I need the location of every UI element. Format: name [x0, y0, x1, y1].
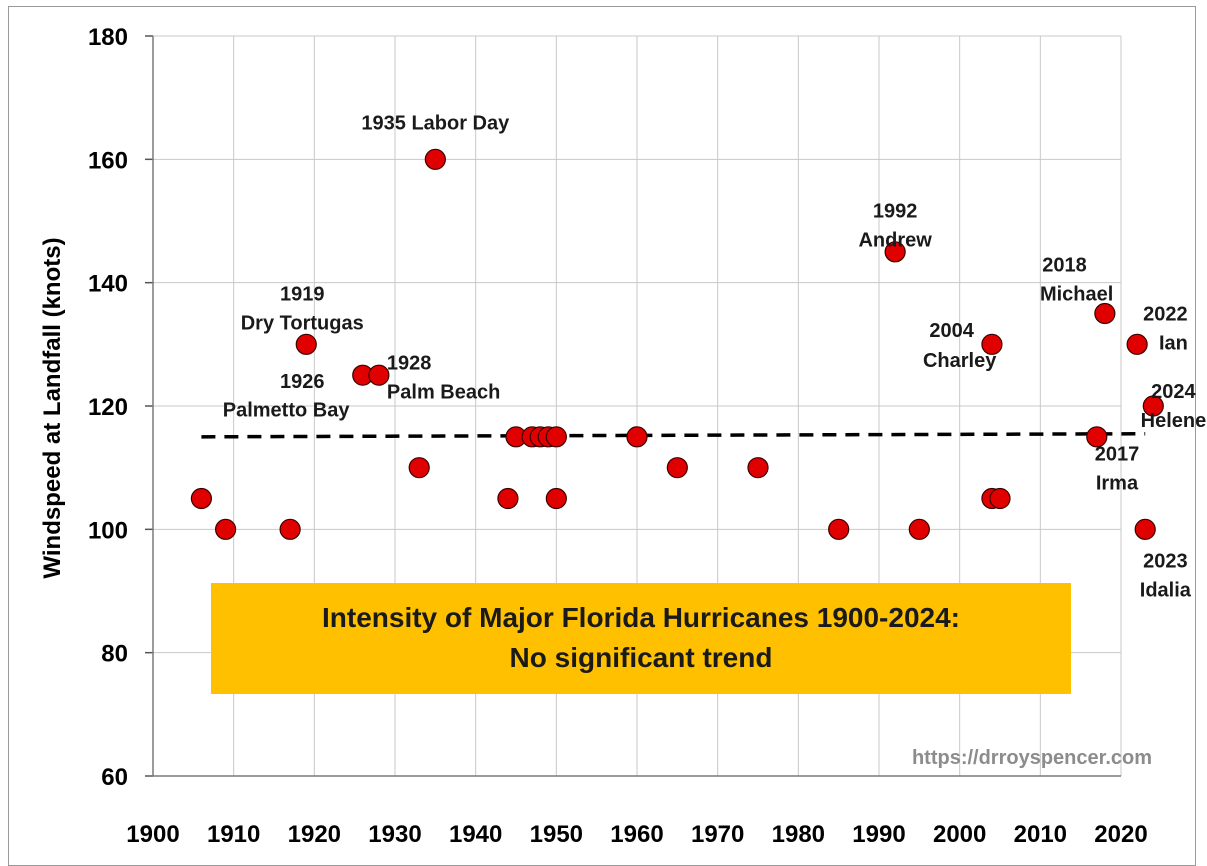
data-point: [1086, 426, 1108, 448]
watermark-url: https://drroyspencer.com: [912, 747, 1152, 769]
x-tick-label: 1910: [207, 821, 260, 848]
data-point: [908, 518, 930, 540]
point-annotation: 2023: [1143, 551, 1188, 573]
data-point: [989, 487, 1011, 510]
data-point: [545, 487, 567, 510]
trend-line: [201, 432, 1146, 439]
data-point: [1142, 395, 1164, 417]
x-tick-label: 1920: [288, 821, 341, 848]
data-point: [215, 518, 237, 540]
point-annotation: 2024: [1151, 381, 1196, 403]
annotations: 1935 Labor Day 1992 Andrew 1919 Dry Tortugas…: [223, 113, 1206, 602]
point-annotation: Palm Beach: [387, 382, 500, 404]
data-point: [666, 457, 688, 479]
data-point: [368, 364, 390, 386]
y-tick-label: 180: [88, 24, 128, 51]
x-tick-label: 1950: [530, 821, 583, 848]
x-tick-label: 2010: [1014, 821, 1067, 848]
x-tick-label: 2020: [1094, 821, 1147, 848]
point-annotation: 2022: [1143, 303, 1188, 325]
y-tick-label: 100: [88, 517, 128, 544]
point-annotation: Dry Tortugas: [241, 313, 364, 335]
data-point: [981, 333, 1003, 355]
point-annotation: Andrew: [858, 229, 932, 251]
data-point: [295, 333, 317, 355]
y-tick-label: 80: [101, 641, 128, 668]
y-tick-label: 120: [88, 394, 128, 421]
data-point: [1126, 333, 1148, 355]
point-annotation: 1992: [873, 200, 918, 222]
data-point: [1134, 518, 1156, 540]
point-annotation: Idalia: [1140, 580, 1192, 602]
point-annotation: Ian: [1159, 332, 1188, 354]
data-point: [828, 518, 850, 540]
point-annotation: Helene: [1141, 410, 1207, 432]
data-point: [884, 241, 906, 263]
chart-title-line: Intensity of Major Florida Hurricanes 19…: [322, 602, 960, 633]
y-tick-label: 160: [88, 147, 128, 174]
y-tick-label: 60: [101, 764, 128, 791]
data-point: [747, 457, 769, 479]
x-tick-label: 1980: [772, 821, 825, 848]
point-annotation: 1926: [280, 371, 325, 393]
x-tick-label: 1960: [610, 821, 663, 848]
data-point: [1094, 302, 1116, 325]
x-tick-label: 1940: [449, 821, 502, 848]
data-point: [408, 457, 430, 479]
data-points: [190, 148, 1164, 540]
y-tick-label: 140: [88, 271, 128, 298]
point-annotation: 1919: [280, 284, 325, 306]
title-box-group: Intensity of Major Florida Hurricanes 19…: [211, 583, 1071, 694]
point-annotation: Michael: [1040, 284, 1113, 306]
title-box: [211, 583, 1071, 694]
x-tick-label: 2000: [933, 821, 986, 848]
point-annotation: Palmetto Bay: [223, 399, 351, 421]
axes: 1900 1910 1920 1930 1940 1950 1960 1970 1980 1990…: [88, 24, 1148, 848]
chart-title-line: No significant trend: [510, 642, 773, 673]
data-point: [626, 426, 648, 448]
y-axis-label: Windspeed at Landfall (knots): [39, 237, 66, 578]
point-annotation: 2017: [1095, 443, 1140, 465]
point-annotation: Charley: [923, 350, 997, 372]
data-point: [545, 426, 567, 448]
hurricane-intensity-chart: 1900 1910 1920 1930 1940 1950 1960 1970 1980 1990…: [39, 24, 1206, 848]
point-annotation: 1935 Labor Day: [361, 113, 510, 135]
point-annotation: 2004: [929, 320, 974, 342]
point-annotation: 2018: [1042, 255, 1087, 277]
data-point: [279, 518, 301, 540]
data-point: [424, 148, 446, 170]
data-point: [190, 487, 212, 510]
x-tick-label: 1900: [126, 821, 179, 848]
point-annotation: 1928: [387, 353, 432, 375]
point-annotation: Irma: [1096, 472, 1139, 494]
trend-line-group: [201, 432, 1146, 439]
x-tick-label: 1970: [691, 821, 744, 848]
data-point: [497, 487, 519, 510]
x-tick-label: 1990: [852, 821, 905, 848]
x-tick-label: 1930: [368, 821, 421, 848]
